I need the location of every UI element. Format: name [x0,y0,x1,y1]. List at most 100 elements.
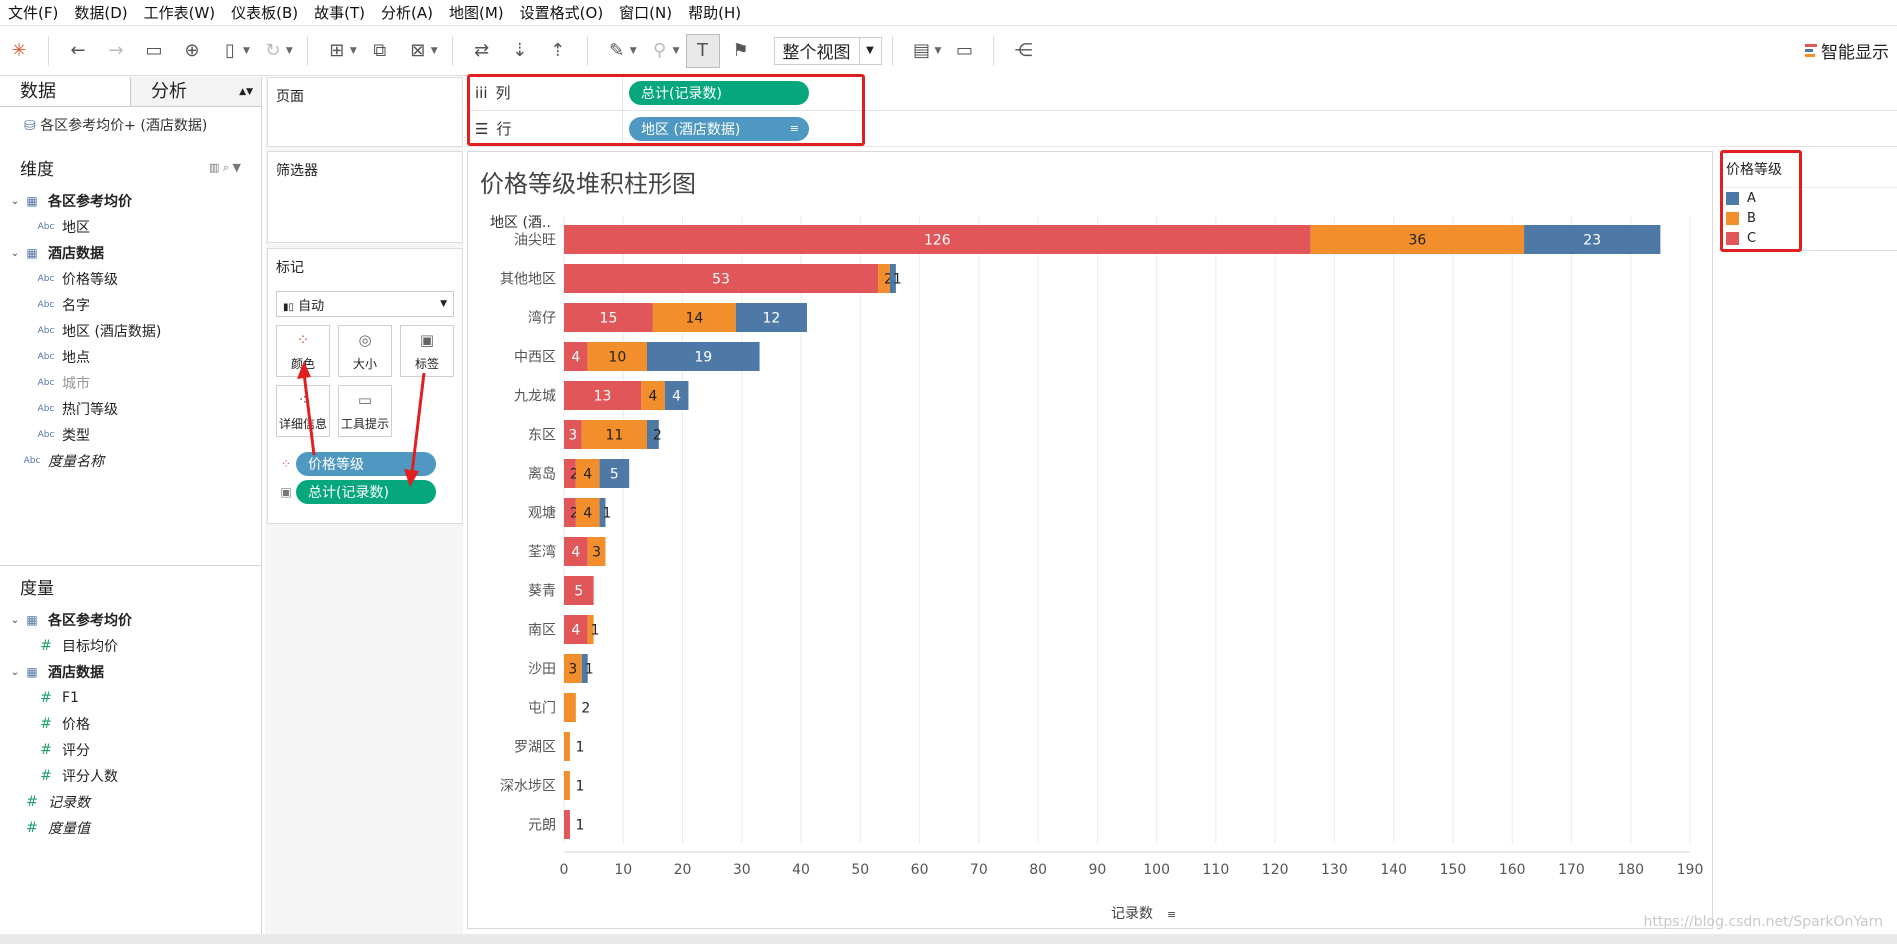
tableau-logo-icon[interactable]: ✳ [11,40,27,61]
menu-item-6[interactable]: 地图(M) [449,3,504,22]
x-tick-label: 0 [560,862,569,878]
dropdown-icon[interactable]: ▼ [232,160,241,174]
dimensions-field[interactable]: Abc 名字 [0,292,261,318]
menu-item-9[interactable]: 帮助(H) [688,3,742,22]
measures-field[interactable]: # 价格 [0,711,261,737]
menu-item-7[interactable]: 设置格式(O) [519,3,604,22]
columns-pill[interactable]: 总计(记录数) [629,80,809,105]
pill-total-records[interactable]: 总计(记录数) [296,480,436,504]
smart-display-button[interactable]: 智能显示 [1805,38,1889,63]
bar-segment [581,420,647,449]
legend-title: 价格等级 [1720,151,1897,188]
sort-ascending-icon[interactable]: ⇣ [512,40,528,61]
data-label: 1 [575,818,584,834]
search-icon[interactable]: ⌕ [222,160,230,174]
undo-icon[interactable]: ← [70,40,86,61]
measures-field[interactable]: # 记录数 [0,789,261,815]
measure-icon: # [40,690,52,706]
filters-card[interactable]: 筛选器 [267,151,463,243]
rows-pill[interactable]: 地区 (酒店数据) ≡ [629,116,809,141]
shelves-pane: 页面 筛选器 标记 ▮▯ 自动 ▼ ⁘ 颜色 ◎ 大小 ▣ 标签 ⁖ 详细信息 ▭ 工具提示… [265,77,463,944]
duplicate-sheet-icon[interactable]: ⧉ [373,40,387,61]
dimensions-field[interactable]: Abc 城市 [0,370,261,396]
legend-item[interactable]: A [1720,188,1897,208]
expand-icon[interactable]: ⌄ [10,614,20,626]
columns-shelf[interactable]: iii 列 总计(记录数) [467,75,1897,111]
measure-icon: # [26,820,38,836]
measures-field[interactable]: # 评分人数 [0,763,261,789]
dimensions-field-label: 度量名称 [48,454,104,470]
legend-item[interactable]: C [1720,228,1897,248]
group-icon[interactable]: ⚲ [653,40,667,61]
tab-data[interactable]: 数据 [0,77,131,106]
data-label: 15 [600,311,618,327]
measures-section: 度量 ⌄ ▦ 各区参考均价 # 目标均价 ⌄ ▦ 酒店数据 # F1 # 价格 # 评分 # 评分人数 # 记录数… [0,565,261,841]
dimensions-field[interactable]: Abc 地点 [0,344,261,370]
menu-item-1[interactable]: 数据(D) [74,3,128,22]
bar-segment [564,342,588,371]
save-icon[interactable]: ▭ [145,40,163,61]
mark-type-select[interactable]: ▮▯ 自动 ▼ [276,291,454,317]
share-icon[interactable]: ⋲ [1014,40,1033,61]
measures-field[interactable]: # F1 [0,685,261,711]
dimensions-field[interactable]: ⌄ ▦ 酒店数据 [0,240,261,266]
string-icon: Abc [37,378,55,388]
rows-shelf[interactable]: ☰ 行 地区 (酒店数据) ≡ [467,111,1897,147]
dimensions-field[interactable]: Abc 度量名称 [0,448,261,474]
menu-item-4[interactable]: 故事(T) [314,3,366,22]
table-icon: ▦ [26,246,38,260]
detail-button[interactable]: ⁖ 详细信息 [276,385,330,437]
data-label: 1 [603,506,612,522]
menu-item-0[interactable]: 文件(F) [8,3,59,22]
dimensions-field[interactable]: Abc 价格等级 [0,266,261,292]
toolbar: ✳ ← → ▭ ⊕ ▯ ▼ ↻ ▼ ⊞ ▼ ⧉ ⊠ ▼ ⇄ ⇣ ⇡ ✎ ▼ ⚲ ▼ T ⚑ … [0,26,1897,76]
dimensions-field[interactable]: Abc 类型 [0,422,261,448]
fix-axes-icon[interactable]: ⚑ [732,40,749,61]
show-labels-icon[interactable]: T [685,33,720,68]
view-toggle-icon[interactable]: ▥ [208,160,220,174]
view-fit-select[interactable]: 整个视图 ▼ [773,36,882,65]
dimensions-field[interactable]: ⌄ ▦ 各区参考均价 [0,188,261,214]
menu-item-2[interactable]: 工作表(W) [143,3,216,22]
expand-icon[interactable]: ⌄ [10,195,20,207]
legend-swatch [1726,211,1739,225]
measures-field[interactable]: # 度量值 [0,815,261,841]
refresh-icon[interactable]: ↻ [265,40,281,61]
sort-descending-icon[interactable]: ⇡ [550,40,566,61]
label-button[interactable]: ▣ 标签 [400,325,454,377]
show-cards-icon[interactable]: ▤ [913,40,931,61]
presentation-icon[interactable]: ▭ [955,40,973,61]
new-worksheet-icon[interactable]: ⊞ [329,40,345,61]
new-datasource-icon[interactable]: ⊕ [184,40,200,61]
annotation-arrows [297,361,426,487]
measures-field[interactable]: ⌄ ▦ 酒店数据 [0,659,261,685]
bar-segment [735,303,807,332]
menu-item-5[interactable]: 分析(A) [381,3,433,22]
dimensions-field[interactable]: Abc 地区 [0,214,261,240]
tooltip-button[interactable]: ▭ 工具提示 [338,385,392,437]
measures-field[interactable]: # 评分 [0,737,261,763]
datasource[interactable]: ⛁ 各区参考均价+ (酒店数据) [24,118,208,134]
size-button[interactable]: ◎ 大小 [338,325,392,377]
measures-field[interactable]: ⌄ ▦ 各区参考均价 [0,607,261,633]
pause-update-icon[interactable]: ▯ [225,40,235,61]
menu-item-3[interactable]: 仪表板(B) [231,3,299,22]
data-label: 13 [594,389,612,405]
swap-rows-columns-icon[interactable]: ⇄ [474,40,490,61]
expand-icon[interactable]: ⌄ [10,666,20,678]
menu-item-8[interactable]: 窗口(N) [619,3,673,22]
pages-card[interactable]: 页面 [267,77,463,147]
redo-icon[interactable]: → [108,40,124,61]
clear-sheet-icon[interactable]: ⊠ [410,40,426,61]
legend-item[interactable]: B [1720,208,1897,228]
data-label: 4 [571,623,580,639]
dimensions-field[interactable]: Abc 热门等级 [0,396,261,422]
highlight-icon[interactable]: ✎ [609,40,625,61]
expand-icon[interactable]: ⌄ [10,247,20,259]
measures-field[interactable]: # 目标均价 [0,633,261,659]
tab-analysis[interactable]: 分析 ▲▼ [131,77,261,106]
dimensions-field[interactable]: Abc 地区 (酒店数据) [0,318,261,344]
data-label: 1 [585,662,594,678]
measures-field-label: 目标均价 [62,639,118,655]
data-label: 2 [570,506,579,522]
